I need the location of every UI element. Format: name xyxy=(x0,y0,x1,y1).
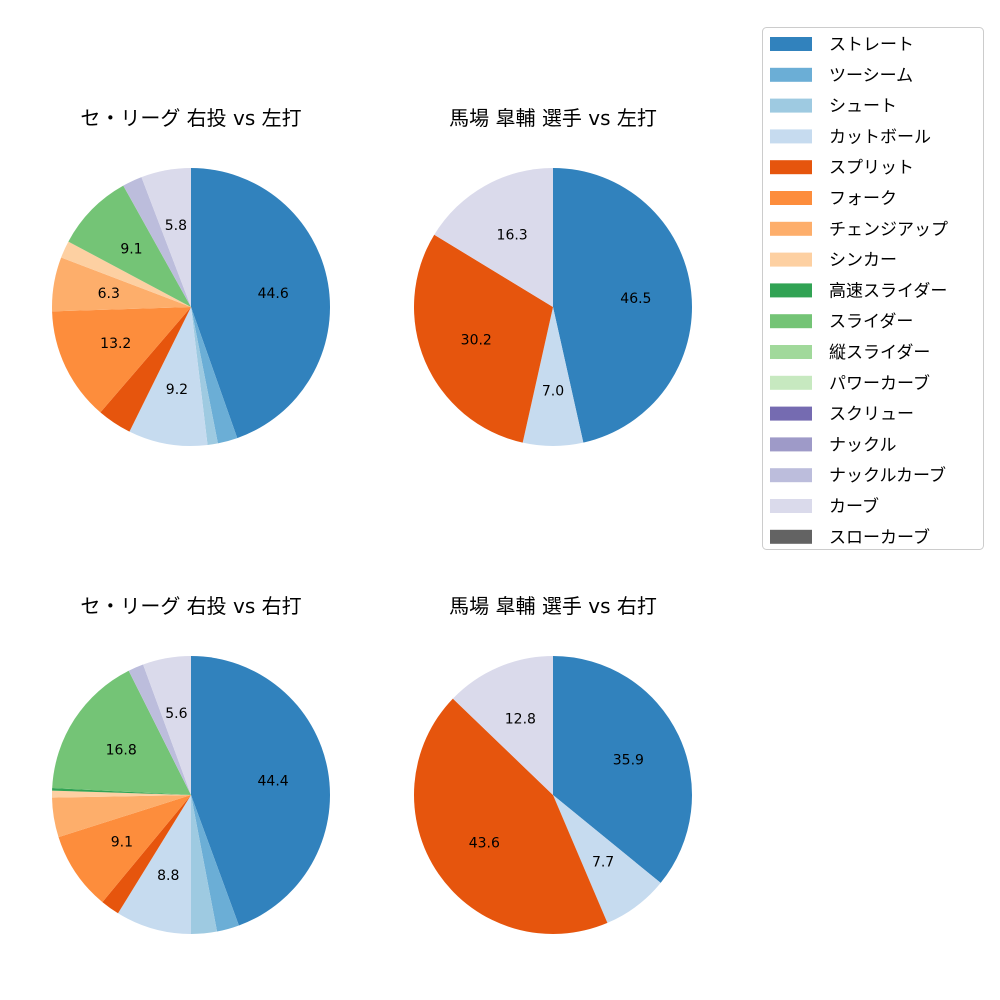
legend-label: ツーシーム xyxy=(829,66,913,86)
legend-swatch xyxy=(770,98,812,113)
legend-label: ストレート xyxy=(829,35,914,55)
pie-slice xyxy=(68,185,191,307)
legend-swatch xyxy=(770,191,812,205)
slice-label: 35.9 xyxy=(613,752,644,768)
legend-label: 高速スライダー xyxy=(829,281,947,301)
legend-swatch xyxy=(770,529,812,544)
legend-swatch xyxy=(770,37,812,51)
slice-label: 44.4 xyxy=(258,773,289,789)
pie-slice xyxy=(61,241,191,307)
pie-slice xyxy=(191,307,238,444)
pie-slice xyxy=(191,307,218,446)
legend-label: フォーク xyxy=(829,189,897,209)
legend-label: スローカーブ xyxy=(829,527,930,548)
slice-label: 5.6 xyxy=(165,706,187,722)
pie-slice xyxy=(52,670,191,795)
chart-title: セ・リーグ 右投 vs 右打 xyxy=(80,594,301,618)
legend-swatch xyxy=(770,345,812,359)
legend-swatch xyxy=(770,314,812,329)
legend-label: パワーカーブ xyxy=(829,373,930,394)
pie-slice xyxy=(52,257,191,312)
chart-title: 馬場 皐輔 選手 vs 左打 xyxy=(449,106,657,130)
pie-slice xyxy=(141,168,191,307)
slice-label: 44.6 xyxy=(258,286,289,302)
legend-swatch xyxy=(770,129,812,144)
legend-swatch xyxy=(770,221,812,236)
pie-slice xyxy=(414,234,553,443)
legend-swatch xyxy=(770,437,812,452)
slice-label: 9.1 xyxy=(111,835,133,851)
pie-slice xyxy=(191,168,331,439)
legend-swatch xyxy=(770,406,812,421)
legend-label: スプリット xyxy=(829,158,914,178)
slice-label: 43.6 xyxy=(469,835,500,851)
pie-slice xyxy=(100,307,191,432)
slice-label: 7.7 xyxy=(592,855,614,871)
slice-label: 8.8 xyxy=(157,868,179,884)
slice-label: 5.8 xyxy=(165,218,187,234)
pie-slice xyxy=(52,795,192,838)
pie-slice xyxy=(553,656,693,883)
pie-slice xyxy=(553,795,661,923)
pie-slice xyxy=(434,168,553,307)
pie-slice xyxy=(414,698,608,934)
slice-label: 6.3 xyxy=(98,286,120,302)
legend-swatch xyxy=(770,67,812,82)
chart-title: セ・リーグ 右投 vs 左打 xyxy=(80,106,301,130)
pie-slice xyxy=(452,656,553,795)
slice-label: 12.8 xyxy=(505,711,536,727)
legend-label: スライダー xyxy=(829,312,913,332)
legend-label: チェンジアップ xyxy=(829,220,948,240)
slice-label: 13.2 xyxy=(100,336,131,352)
slice-label: 9.1 xyxy=(120,242,142,258)
chart-title: 馬場 皐輔 選手 vs 右打 xyxy=(449,594,657,618)
legend-swatch xyxy=(770,252,812,267)
pie-slice xyxy=(143,656,191,795)
legend-swatch xyxy=(770,468,812,483)
pie-slice xyxy=(102,795,191,914)
slice-label: 46.5 xyxy=(620,291,651,307)
pie-slice xyxy=(522,307,584,446)
slice-label: 16.3 xyxy=(497,227,528,243)
slice-label: 9.2 xyxy=(166,382,188,398)
legend-swatch xyxy=(770,499,812,513)
legend-label: カットボール xyxy=(829,127,931,147)
pie-slice xyxy=(52,307,191,413)
legend-label: カーブ xyxy=(829,496,879,517)
legend-swatch xyxy=(770,160,812,175)
pie-slice xyxy=(191,656,330,926)
legend-label: 縦スライダー xyxy=(829,343,930,363)
legend-label: ナックル xyxy=(829,435,897,455)
legend-swatch xyxy=(770,283,812,298)
legend-box xyxy=(762,27,984,550)
legend-swatch xyxy=(770,375,812,390)
legend-label: ナックルカーブ xyxy=(829,465,946,486)
pie-slice xyxy=(51,790,191,798)
slice-label: 7.0 xyxy=(542,383,564,399)
pie-slice xyxy=(129,307,208,446)
legend-label: シンカー xyxy=(829,251,897,271)
pie-slice xyxy=(52,788,191,795)
pie-slice xyxy=(553,168,693,443)
pie-slice xyxy=(123,177,191,307)
pie-slice xyxy=(58,795,191,903)
slice-label: 30.2 xyxy=(461,333,492,349)
pie-slice xyxy=(128,664,191,795)
pie-slice xyxy=(191,795,239,932)
slice-label: 16.8 xyxy=(106,742,137,758)
pie-slice xyxy=(118,795,191,935)
pie-slice xyxy=(191,795,218,934)
legend-label: シュート xyxy=(829,97,897,117)
legend-label: スクリュー xyxy=(829,405,914,425)
